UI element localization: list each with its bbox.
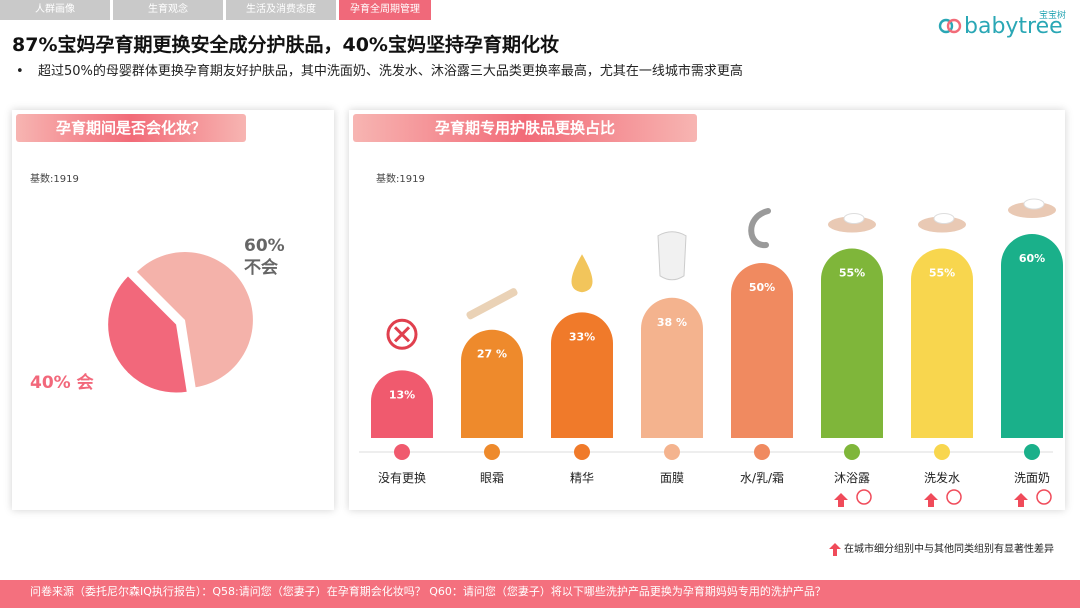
- bar-1: [461, 329, 523, 438]
- bar-label-7: 60%: [1019, 252, 1045, 265]
- category-label-2: 精华: [570, 471, 594, 485]
- bar-label-3: 38 %: [657, 316, 687, 329]
- tab-lifestyle-consumption[interactable]: 生活及消费态度: [226, 0, 336, 20]
- sig-arrow-icon-7: [1014, 493, 1028, 507]
- sig-arrow-icon-5: [834, 493, 848, 507]
- pie-label-no-value: 60%: [244, 236, 285, 256]
- foam-bubble-icon-5: [843, 213, 865, 224]
- up-arrow-icon: [829, 542, 841, 556]
- category-dot-7: [1024, 444, 1040, 460]
- category-label-3: 面膜: [660, 471, 684, 485]
- bullet-text: • 超过50%的母婴群体更换孕育期友好护肤品，其中洗面奶、洗发水、沐浴露三大品类更…: [16, 60, 743, 79]
- foam-bubble-icon-6: [933, 213, 955, 224]
- category-label-4: 水/乳/霜: [740, 471, 784, 485]
- pie-slice-no: [136, 252, 253, 388]
- hands-foam-icon-7: [1008, 202, 1056, 218]
- bar-5: [821, 248, 883, 438]
- pie-label-yes: 40% 会: [30, 373, 94, 393]
- hands-foam-icon-5: [828, 216, 876, 233]
- bar-4: [731, 263, 793, 438]
- skincare-bar-chart: 13% 没有更换 27 % 眼霜 33% 精华 38 % 面膜 50% 水/乳/霜 55% 沐浴露 55…: [359, 198, 1063, 507]
- significance-note-text: 在城市细分组别中与其他同类组别有显著性差异: [844, 544, 1054, 555]
- bar-label-0: 13%: [389, 388, 415, 401]
- category-dot-6: [934, 444, 950, 460]
- section-tabs: 人群画像 生育观念 生活及消费态度 孕育全周期管理: [0, 0, 434, 20]
- eye-cream-tube-icon: [466, 288, 518, 320]
- bar-7: [1001, 234, 1063, 438]
- pie-label-no: 60% 不会: [244, 235, 285, 279]
- bullet-marker: •: [16, 64, 24, 79]
- makeup-pie-chart: [108, 252, 253, 393]
- category-dot-2: [574, 444, 590, 460]
- makeup-panel-title: 孕育期间是否会化妆？: [16, 114, 246, 142]
- category-dot-4: [754, 444, 770, 460]
- makeup-panel: [12, 110, 334, 510]
- pie-label-no-text: 不会: [244, 258, 278, 278]
- skincare-base-count: 基数:1919: [376, 174, 425, 185]
- bar-label-2: 33%: [569, 330, 595, 343]
- logo-word: babytree: [964, 14, 1063, 39]
- face-mask-icon: [657, 231, 687, 281]
- category-dot-0: [394, 444, 410, 460]
- sig-arrow-icon-6: [924, 493, 938, 507]
- tab-persona[interactable]: 人群画像: [0, 0, 110, 20]
- serum-drop-icon: [571, 254, 593, 293]
- logo-heart-icon: [938, 18, 962, 34]
- bar-6: [911, 248, 973, 438]
- bar-label-1: 27 %: [477, 348, 507, 361]
- tab-fertility-views[interactable]: 生育观念: [113, 0, 223, 20]
- hands-foam-icon-6: [918, 216, 966, 233]
- tier1-city-icon-7: [1036, 489, 1052, 505]
- category-label-7: 洗面奶: [1014, 471, 1050, 485]
- no-change-cross-icon: [393, 326, 411, 343]
- makeup-base-count: 基数:1919: [30, 174, 79, 185]
- skincare-panel-title: 孕育期专用护肤品更换占比: [353, 114, 697, 142]
- bar-2: [551, 312, 613, 438]
- category-dot-1: [484, 444, 500, 460]
- babytree-logo: babytree 宝宝树: [938, 6, 1068, 46]
- source-footer: 问卷来源（委托尼尔森IQ执行报告）：Q58:请问您（您妻子）在孕育期会化妆吗？ …: [0, 580, 1080, 608]
- bar-0: [371, 370, 433, 438]
- significance-note: 在城市细分组别中与其他同类组别有显著性差异: [829, 540, 1054, 556]
- bar-3: [641, 297, 703, 438]
- bar-label-6: 55%: [929, 267, 955, 280]
- category-label-1: 眼霜: [480, 471, 504, 485]
- bar-label-4: 50%: [749, 281, 775, 294]
- foam-bubble-icon-7: [1023, 198, 1045, 210]
- logo-cn: 宝宝树: [1038, 11, 1066, 21]
- category-dot-3: [664, 444, 680, 460]
- bullet-content: 超过50%的母婴群体更换孕育期友好护肤品，其中洗面奶、洗发水、沐浴露三大品类更换…: [38, 64, 743, 79]
- pie-slice-yes: [108, 276, 187, 393]
- category-dot-5: [844, 444, 860, 460]
- page-title: 87%宝妈孕育期更换安全成分护肤品，40%宝妈坚持孕育期化妆: [12, 34, 559, 56]
- bar-label-5: 55%: [839, 267, 865, 280]
- category-label-6: 洗发水: [924, 470, 960, 485]
- tier1-city-icon-5: [856, 489, 872, 505]
- tab-pregnancy-management[interactable]: 孕育全周期管理: [339, 0, 431, 20]
- tier1-city-icon-6: [946, 489, 962, 505]
- lotion-swirl-icon: [748, 208, 771, 248]
- category-label-5: 沐浴露: [834, 471, 870, 485]
- category-label-0: 没有更换: [378, 470, 426, 485]
